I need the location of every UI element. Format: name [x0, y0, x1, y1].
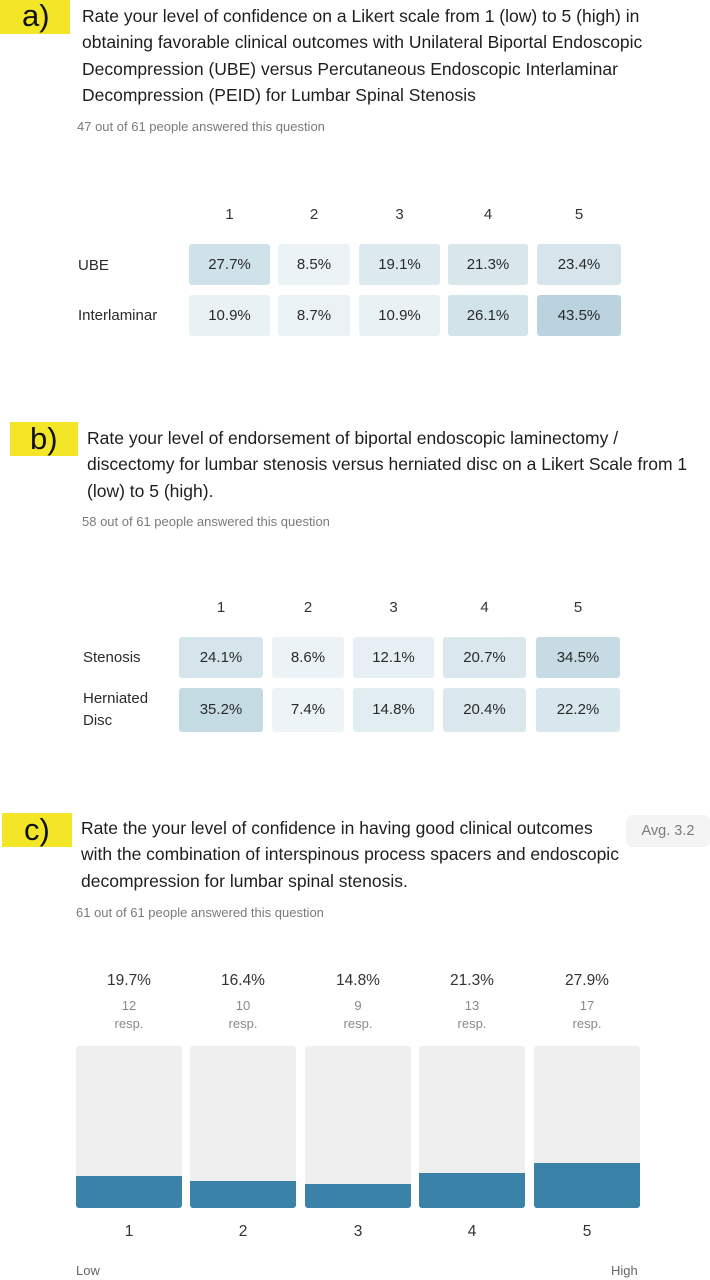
bar-resp-label: resp. — [457, 1016, 487, 1031]
section-b-tag: b) — [10, 422, 78, 456]
section-c-question: Rate the your level of confidence in hav… — [81, 818, 619, 891]
bar — [305, 1184, 411, 1208]
bar-track — [190, 1046, 296, 1208]
section-a-tag: a) — [0, 0, 70, 34]
bar-value-label: 14.8% — [336, 972, 380, 989]
heatmap-cell: 20.7% — [443, 637, 526, 678]
bar-count-label: 9 — [354, 998, 362, 1013]
bar-count-label: 13 — [464, 998, 480, 1013]
x-axis-tick-label: 5 — [582, 1223, 592, 1240]
bar-value-label: 16.4% — [221, 972, 265, 989]
column-header: 1 — [216, 599, 226, 616]
section-a-question: Rate your level of confidence on a Liker… — [82, 6, 643, 105]
bar-track — [76, 1046, 182, 1208]
scale-low-label: Low — [76, 1263, 100, 1278]
section-b-question: Rate your level of endorsement of biport… — [87, 428, 688, 501]
heatmap-cell: 43.5% — [537, 295, 621, 336]
column-header: 4 — [483, 206, 493, 223]
row-label: Herniated Disc — [83, 690, 149, 729]
x-axis-tick-label: 2 — [238, 1223, 248, 1240]
column-header: 2 — [309, 206, 319, 223]
bar-value-label: 19.7% — [107, 972, 151, 989]
section-c-answered-count: 61 out of 61 people answered this questi… — [76, 905, 324, 920]
heatmap-cell: 20.4% — [443, 688, 526, 732]
column-header: 5 — [574, 206, 584, 223]
row-label: Interlaminar — [78, 307, 158, 324]
column-header: 3 — [395, 206, 404, 223]
bar-count-label: 12 — [121, 998, 137, 1013]
heatmap-cell: 14.8% — [353, 688, 434, 732]
bar-resp-label: resp. — [114, 1016, 144, 1031]
heatmap-cell: 10.9% — [359, 295, 440, 336]
column-header: 4 — [480, 599, 489, 616]
bar-resp-label: resp. — [343, 1016, 373, 1031]
bar-resp-label: resp. — [572, 1016, 602, 1031]
bar-resp-label: resp. — [228, 1016, 258, 1031]
heatmap-cell: 23.4% — [537, 244, 621, 285]
bar — [534, 1163, 640, 1208]
heatmap-cell: 10.9% — [189, 295, 270, 336]
x-axis-tick-label: 3 — [353, 1223, 363, 1240]
heatmap-cell: 19.1% — [359, 244, 440, 285]
section-c-tag: c) — [2, 813, 72, 847]
scale-high-label: High — [611, 1263, 638, 1278]
heatmap-cell: 8.5% — [278, 244, 350, 285]
x-axis-tick-label: 1 — [124, 1223, 134, 1240]
heatmap-cell: 34.5% — [536, 637, 620, 678]
bar-track — [419, 1046, 525, 1208]
heatmap-cell: 7.4% — [272, 688, 344, 732]
heatmap-cell: 24.1% — [179, 637, 263, 678]
column-header: 1 — [225, 206, 234, 223]
column-header: 3 — [389, 599, 398, 616]
section-b-answered-count: 58 out of 61 people answered this questi… — [82, 514, 330, 529]
column-header: 5 — [573, 599, 583, 616]
heatmap-cell: 8.7% — [278, 295, 350, 336]
bar — [190, 1181, 296, 1208]
row-label: UBE — [78, 257, 109, 274]
x-axis-tick-label: 4 — [467, 1223, 477, 1240]
row-label: Stenosis — [83, 649, 141, 666]
section-a-answered-count: 47 out of 61 people answered this questi… — [77, 119, 325, 134]
heatmap-cell: 26.1% — [448, 295, 528, 336]
bar-count-label: 10 — [235, 998, 251, 1013]
average-badge: Avg. 3.2 — [626, 815, 710, 847]
heatmap-cell: 22.2% — [536, 688, 620, 732]
bar-value-label: 21.3% — [450, 972, 494, 989]
bar-count-label: 17 — [579, 998, 595, 1013]
bar — [76, 1176, 182, 1208]
heatmap-cell: 12.1% — [353, 637, 434, 678]
bar-value-label: 27.9% — [565, 972, 609, 989]
heatmap-cell: 27.7% — [189, 244, 270, 285]
bar-track — [534, 1046, 640, 1208]
bar — [419, 1173, 525, 1208]
column-header: 2 — [303, 599, 313, 616]
heatmap-cell: 8.6% — [272, 637, 344, 678]
heatmap-cell: 35.2% — [179, 688, 263, 732]
heatmap-cell: 21.3% — [448, 244, 528, 285]
bar-track — [305, 1046, 411, 1208]
